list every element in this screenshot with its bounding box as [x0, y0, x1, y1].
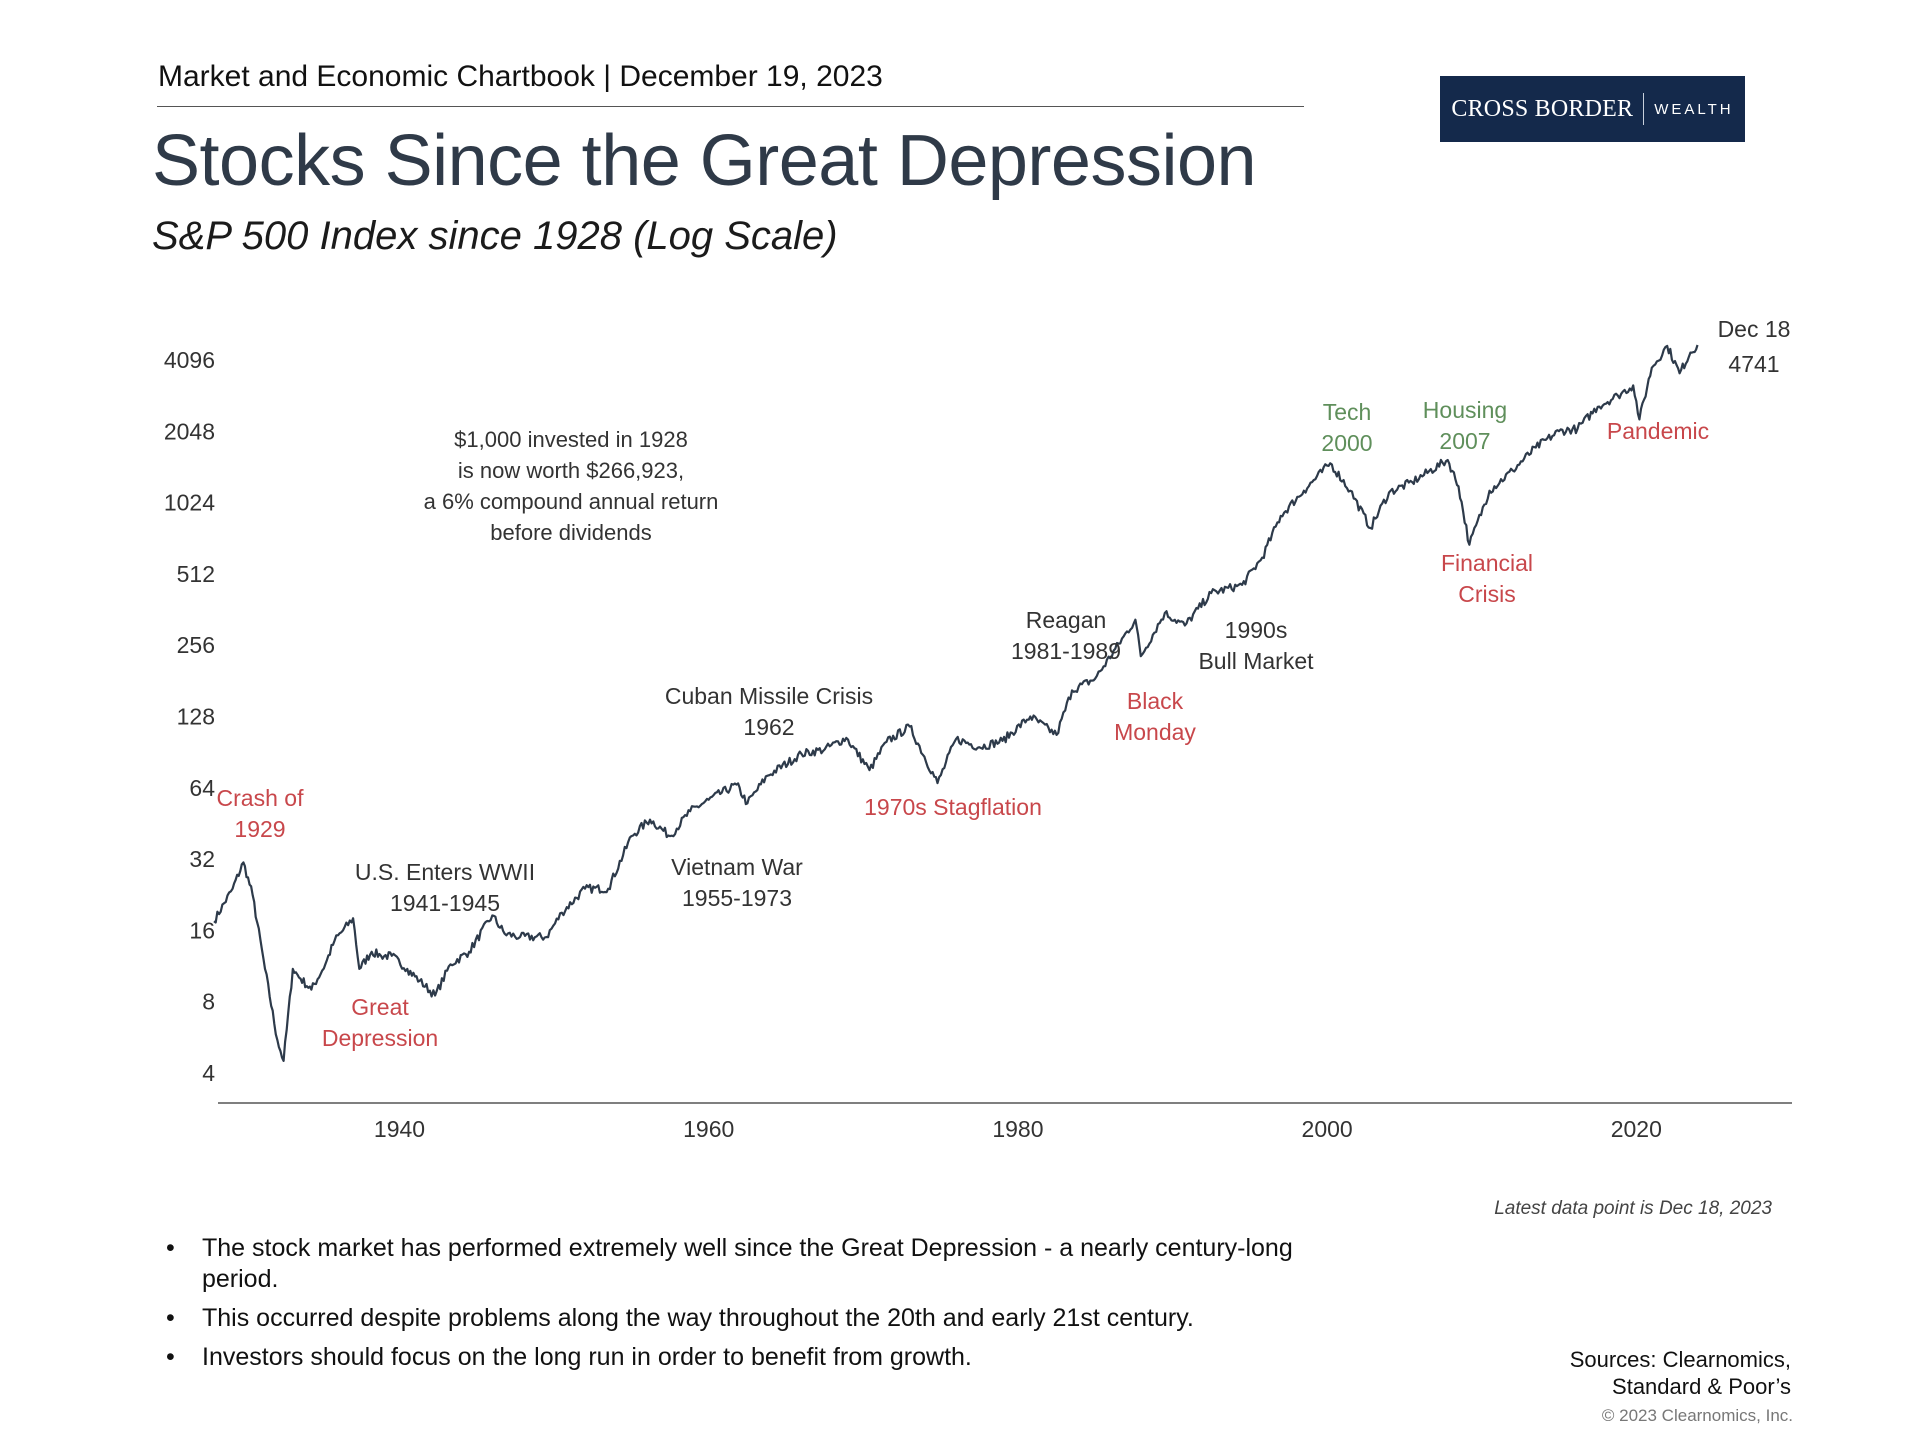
y-tick-label: 64 [189, 775, 215, 801]
annotation-housing: Housing 2007 [1423, 397, 1507, 454]
page-title: Stocks Since the Great Depression [152, 121, 1257, 201]
y-axis-ticks: 4 8 16 32 64 128 256 512 1024 2048 4096 [164, 347, 215, 1086]
logo-sub-text: WEALTH [1654, 100, 1734, 118]
header-divider [157, 106, 1304, 107]
sources-line-1: Sources: Clearnomics, [1569, 1347, 1791, 1372]
y-tick-label: 256 [177, 632, 215, 658]
latest-data-note: Latest data point is Dec 18, 2023 [1494, 1198, 1772, 1219]
sp500-series-line [213, 344, 1699, 1062]
investment-info-annotation: $1,000 invested in 1928 is now worth $266… [424, 427, 719, 545]
bullet-item: Investors should focus on the long run i… [160, 1342, 1330, 1373]
y-tick-label: 32 [189, 846, 215, 872]
y-tick-label: 1024 [164, 490, 215, 516]
y-tick-label: 16 [189, 917, 215, 943]
sources-line-2: Standard & Poor’s [1612, 1374, 1791, 1399]
y-tick-label: 4 [202, 1060, 215, 1086]
end-value-label: Dec 18 4741 [1718, 316, 1791, 377]
brand-logo: CROSS BORDER WEALTH [1440, 76, 1745, 142]
y-tick-label: 2048 [164, 418, 215, 444]
y-tick-label: 128 [177, 704, 215, 730]
info-annotation-text: $1,000 invested in 1928 is now worth $266… [424, 427, 719, 545]
annotation-tech: Tech 2000 [1321, 399, 1372, 456]
chartbook-label: Market and Economic Chartbook | December… [158, 60, 883, 93]
x-tick-label: 2020 [1611, 1116, 1662, 1142]
x-tick-label: 1940 [374, 1116, 425, 1142]
bullet-item: The stock market has performed extremely… [160, 1233, 1330, 1295]
annotation-wwii: U.S. Enters WWII 1941-1945 [355, 859, 535, 916]
page-subtitle: S&P 500 Index since 1928 (Log Scale) [152, 214, 838, 258]
logo-main-text: CROSS BORDER [1451, 95, 1634, 122]
key-points-list: The stock market has performed extremely… [160, 1233, 1330, 1381]
x-axis-ticks: 1940 1960 1980 2000 2020 [374, 1116, 1662, 1142]
annotation-financial-crisis: Financial Crisis [1441, 550, 1533, 607]
x-tick-label: 1960 [683, 1116, 734, 1142]
bullet-item: This occurred despite problems along the… [160, 1303, 1330, 1334]
logo-divider [1643, 93, 1645, 125]
annotation-bull-90s: 1990s Bull Market [1198, 617, 1314, 674]
annotation-great-depression: Great Depression [322, 994, 438, 1051]
sources-note: Sources: Clearnomics, Standard & Poor’s [1570, 1346, 1791, 1400]
y-tick-label: 4096 [164, 347, 215, 373]
y-tick-label: 8 [202, 989, 215, 1015]
annotation-crash-1929: Crash of 1929 [217, 785, 305, 842]
annotation-stagflation: 1970s Stagflation [864, 794, 1042, 820]
chart-annotations: Crash of 1929 Great Depression U.S. Enters W… [217, 397, 1710, 1051]
annotation-cuban-missile: Cuban Missile Crisis 1962 [665, 683, 873, 740]
annotation-reagan: Reagan 1981-1989 [1011, 607, 1121, 664]
end-label-text: Dec 18 4741 [1718, 316, 1791, 377]
annotation-pandemic: Pandemic [1607, 418, 1709, 444]
annotation-black-monday: Black Monday [1114, 688, 1196, 745]
annotation-vietnam: Vietnam War 1955-1973 [671, 854, 803, 911]
x-tick-label: 1980 [992, 1116, 1043, 1142]
y-tick-label: 512 [177, 561, 215, 587]
copyright-note: © 2023 Clearnomics, Inc. [1601, 1406, 1793, 1425]
x-tick-label: 2000 [1302, 1116, 1353, 1142]
